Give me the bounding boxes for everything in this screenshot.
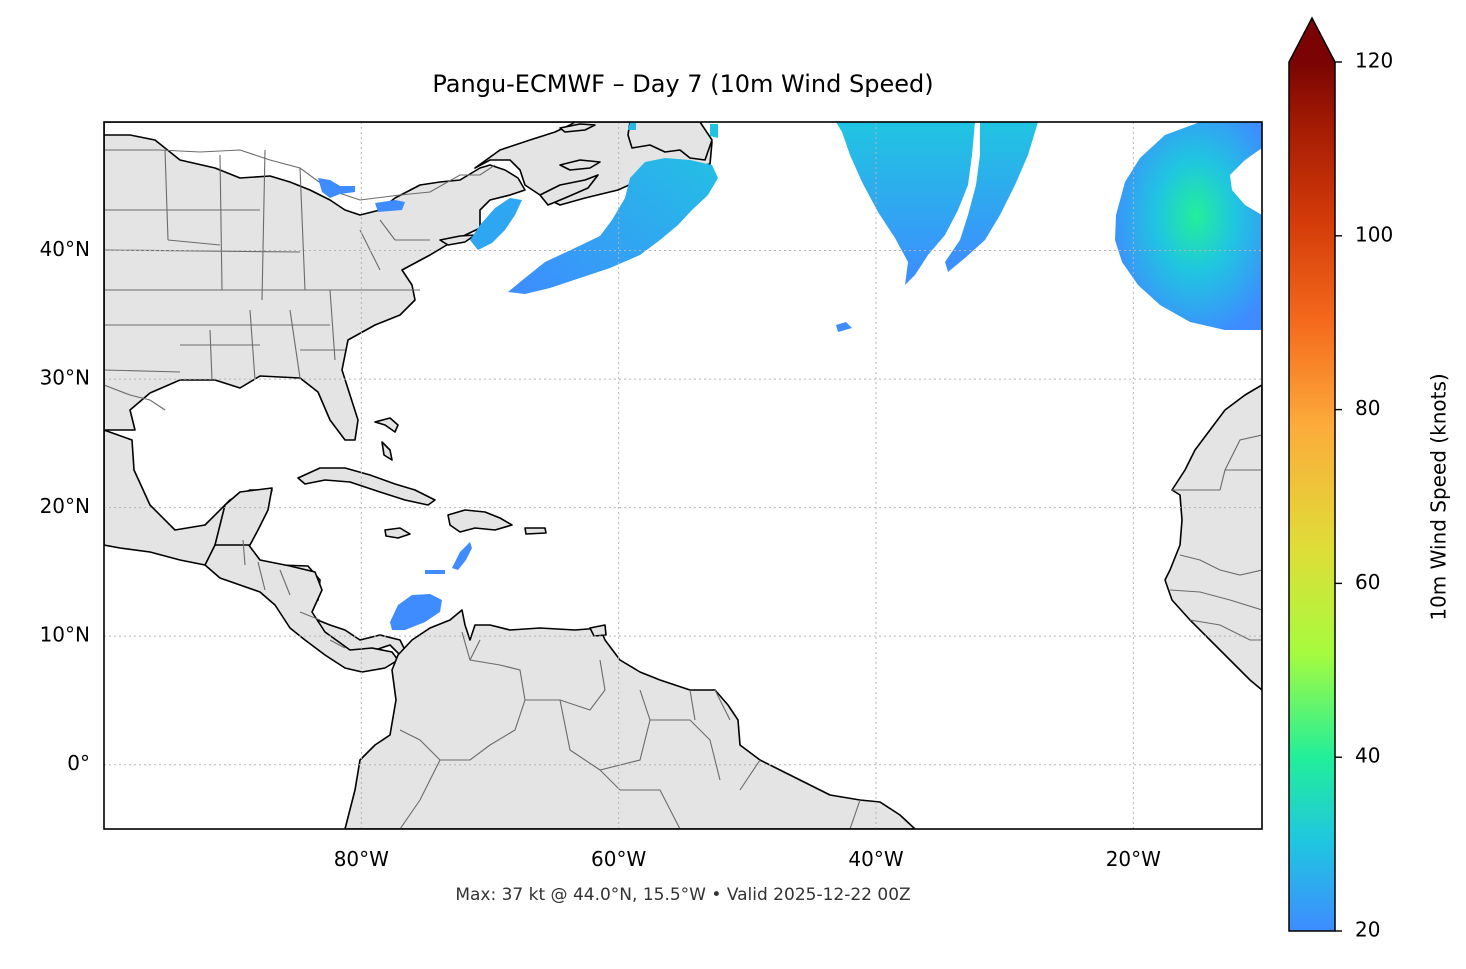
wind-area-eastern-low xyxy=(1115,122,1262,330)
central-america-land xyxy=(204,537,399,673)
x-axis-ticks: 80°W 60°W 40°W 20°W xyxy=(334,847,1161,871)
newfoundland-land xyxy=(627,122,713,161)
wind-speed-layer xyxy=(318,122,1262,630)
wind-area-small-patch xyxy=(836,322,852,332)
wind-area-central-band-west xyxy=(836,122,975,285)
us-state-lines xyxy=(104,149,430,381)
y-tick-label: 10°N xyxy=(40,623,90,647)
x-tick-label: 80°W xyxy=(334,847,389,871)
x-tick-label: 60°W xyxy=(591,847,646,871)
y-tick-label: 20°N xyxy=(40,494,90,518)
wind-area-newfoundland xyxy=(508,122,718,294)
colorbar-tick-label: 60 xyxy=(1355,570,1380,594)
wind-area-gulf-of-maine xyxy=(470,198,522,250)
colorbar-gradient xyxy=(1289,62,1335,931)
wind-area-great-lakes xyxy=(318,178,405,212)
colorbar-label: 10m Wind Speed (knots) xyxy=(1427,373,1451,620)
map-frame xyxy=(103,121,1263,830)
colorbar-outline xyxy=(1288,16,1336,932)
bahamas-land xyxy=(374,417,399,461)
colorbar-extend-arrow xyxy=(1289,18,1335,62)
map-layers xyxy=(104,122,1262,829)
hispaniola-land xyxy=(447,509,513,533)
anticosti-land xyxy=(559,123,596,133)
south-america-land xyxy=(344,609,916,829)
mexico-border xyxy=(104,384,166,411)
cuba-land xyxy=(297,467,436,506)
africa-borders xyxy=(1169,434,1262,641)
x-tick-label: 40°W xyxy=(848,847,903,871)
africa-land xyxy=(1164,384,1262,691)
gridlines xyxy=(104,122,1262,829)
colorbar-tick-label: 20 xyxy=(1355,918,1380,942)
colorbar: 120 100 80 60 40 20 10m Wind Speed (knots) xyxy=(1288,16,1451,942)
max-info-footer: Max: 37 kt @ 44.0°N, 15.5°W • Valid 2025… xyxy=(455,885,911,905)
long-island-land xyxy=(439,234,476,246)
wind-area-caribbean-jet xyxy=(390,542,472,630)
puerto-rico-land xyxy=(524,527,547,535)
jamaica-land xyxy=(384,527,411,539)
map-title: Pangu-ECMWF – Day 7 (10m Wind Speed) xyxy=(432,70,934,98)
y-tick-label: 40°N xyxy=(40,237,90,261)
central-america-borders xyxy=(242,539,346,649)
y-tick-label: 30°N xyxy=(40,366,90,390)
colorbar-tick-label: 100 xyxy=(1355,222,1393,246)
colorbar-tick-label: 40 xyxy=(1355,744,1380,768)
y-tick-label: 0° xyxy=(67,751,90,775)
nova-scotia-land xyxy=(539,174,599,206)
colorbar-ticks: 120 100 80 60 40 20 xyxy=(1335,49,1393,942)
x-tick-label: 20°W xyxy=(1106,847,1161,871)
trinidad-land xyxy=(589,624,607,637)
colorbar-tick-label: 80 xyxy=(1355,396,1380,420)
y-axis-ticks: 40°N 30°N 20°N 10°N 0° xyxy=(40,237,90,775)
wind-area-central-band-east xyxy=(945,122,1038,272)
land-layer xyxy=(104,122,1262,829)
colorbar-tick-label: 120 xyxy=(1355,49,1393,73)
pei-land xyxy=(559,159,601,171)
